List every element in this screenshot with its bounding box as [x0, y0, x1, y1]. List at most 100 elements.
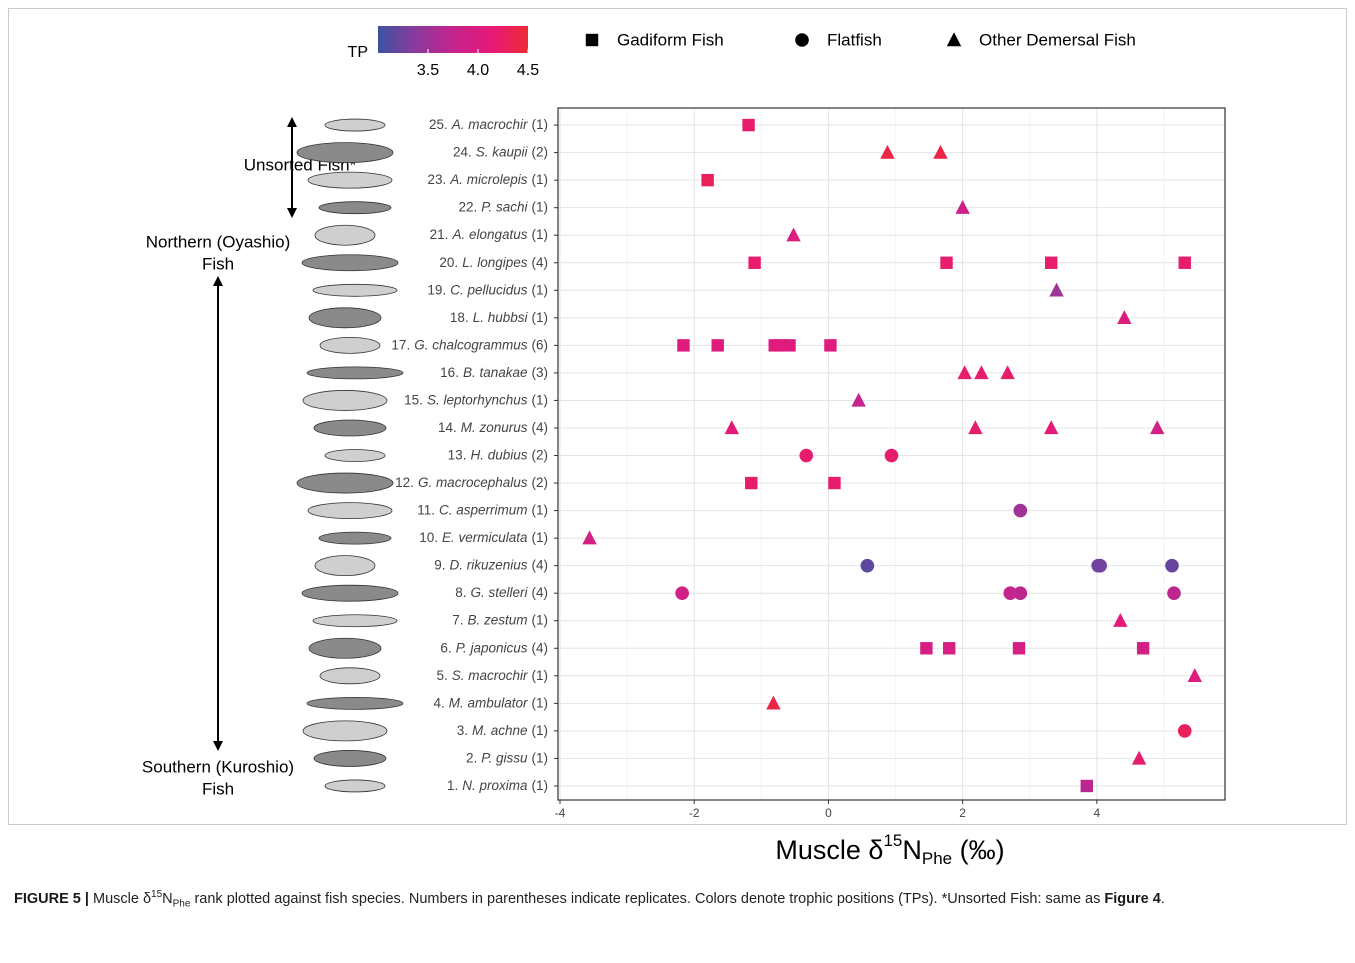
category-replicates: (3) — [532, 364, 549, 379]
y-tick-label: 3.M. achne(1) — [457, 722, 548, 737]
category-species: L. longipes — [462, 254, 528, 269]
y-tick-label: 16.B. tanakae(3) — [440, 364, 548, 379]
category-replicates: (2) — [532, 447, 549, 462]
fish-icon — [315, 225, 375, 245]
category-species: C. asperrimum — [439, 502, 528, 517]
data-point — [748, 257, 760, 269]
data-point — [799, 449, 813, 463]
category-number: 21. — [430, 227, 449, 242]
category-number: 7. — [452, 612, 463, 627]
category-species: S. kaupii — [476, 144, 529, 159]
fish-icon — [309, 308, 381, 328]
category-species: B. zestum — [467, 612, 527, 627]
caption-text: Muscle δ — [89, 891, 151, 907]
fish-icon — [320, 337, 380, 353]
data-point — [828, 477, 840, 489]
data-point — [1014, 586, 1028, 600]
y-tick-label: 10.E. vermiculata(1) — [419, 530, 548, 545]
x-tick-label: 0 — [825, 806, 832, 820]
category-number: 2. — [466, 750, 477, 765]
colorbar-tick-label: 4.0 — [467, 62, 489, 79]
fish-icon — [315, 556, 375, 576]
category-number: 23. — [427, 172, 446, 187]
data-point — [1013, 642, 1025, 654]
category-species: A. microlepis — [449, 172, 528, 187]
y-tick-label: 20.L. longipes(4) — [439, 254, 548, 269]
data-point — [824, 339, 836, 351]
category-species: D. rikuzenius — [449, 557, 527, 572]
colorbar — [378, 26, 528, 53]
fish-icon — [325, 450, 385, 462]
category-number: 1. — [447, 778, 458, 793]
fish-icon — [309, 638, 381, 658]
data-point — [1045, 257, 1057, 269]
data-point — [745, 477, 757, 489]
data-point — [861, 559, 875, 573]
category-replicates: (4) — [532, 640, 549, 655]
category-replicates: (2) — [532, 144, 549, 159]
category-replicates: (1) — [532, 172, 549, 187]
category-replicates: (1) — [532, 199, 549, 214]
category-species: P. sachi — [481, 199, 528, 214]
y-tick-label: 4.M. ambulator(1) — [433, 695, 548, 710]
legend-label: Flatfish — [827, 30, 882, 49]
data-point — [940, 257, 952, 269]
data-point — [1093, 559, 1107, 573]
y-tick-label: 23.A. microlepis (1) — [427, 172, 548, 187]
category-replicates: (1) — [532, 227, 549, 242]
y-tick-label: 6.P. japonicus(4) — [440, 640, 548, 655]
y-tick-label: 24. S. kaupii(2) — [453, 144, 548, 159]
category-number: 3. — [457, 722, 468, 737]
category-species: L. hubbsi — [473, 309, 529, 324]
colorbar-title: TP — [348, 44, 368, 61]
category-replicates: (2) — [532, 475, 549, 490]
y-tick-label: 7.B. zestum(1) — [452, 612, 548, 627]
data-point — [1165, 559, 1179, 573]
y-tick-label: 8.G. stelleri(4) — [455, 585, 548, 600]
data-point — [712, 339, 724, 351]
annotation: Fish — [202, 779, 234, 798]
category-replicates: (1) — [532, 530, 549, 545]
category-species: P. japonicus — [456, 640, 528, 655]
fish-icon — [325, 119, 385, 131]
y-tick-label: 19.C. pellucidus(1) — [427, 282, 548, 297]
category-species: G. chalcogrammus — [414, 337, 528, 352]
category-species: S. leptorhynchus — [427, 392, 528, 407]
caption-text: . — [1161, 891, 1165, 907]
data-point — [885, 449, 899, 463]
category-species: G. stelleri — [470, 585, 528, 600]
category-species: M. zonurus — [461, 420, 528, 435]
category-number: 22. — [458, 199, 477, 214]
category-replicates: (1) — [532, 750, 549, 765]
category-number: 11. — [417, 502, 435, 517]
category-species: A. elongatus — [451, 227, 527, 242]
y-tick-label: 14.M. zonurus(4) — [438, 420, 548, 435]
caption-text: rank plotted against fish species. Numbe… — [190, 891, 1104, 907]
category-replicates: (1) — [532, 722, 549, 737]
fish-icon — [307, 367, 403, 379]
fish-icon — [303, 390, 387, 410]
category-number: 4. — [433, 695, 444, 710]
category-number: 12. — [395, 475, 414, 490]
caption-text: Phe — [173, 899, 191, 910]
data-point — [1179, 257, 1191, 269]
category-species: B. tanakae — [463, 364, 528, 379]
fish-icon — [319, 532, 391, 544]
data-point — [920, 642, 932, 654]
category-replicates: (1) — [532, 282, 549, 297]
category-replicates: (1) — [532, 117, 549, 132]
y-tick-label: 22. P. sachi (1) — [458, 199, 548, 214]
data-point — [675, 586, 689, 600]
page: {"chart_data": { "type": "scatter", "x_l… — [0, 0, 1355, 963]
colorbar-tick-label: 4.5 — [517, 62, 539, 79]
data-point — [677, 339, 689, 351]
category-replicates: (1) — [532, 392, 549, 407]
category-replicates: (6) — [532, 337, 549, 352]
category-number: 9. — [434, 557, 445, 572]
y-tick-label: 9. D. rikuzenius (4) — [434, 557, 548, 572]
category-replicates: (4) — [532, 557, 549, 572]
legend-marker — [947, 32, 961, 46]
fish-icon — [308, 172, 392, 188]
category-number: 24. — [453, 144, 472, 159]
y-tick-label: 12.G. macrocephalus(2) — [395, 475, 548, 490]
